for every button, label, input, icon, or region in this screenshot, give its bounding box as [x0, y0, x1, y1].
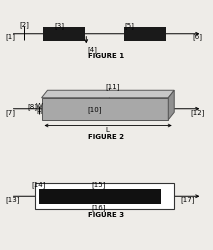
Text: FIGURE 2: FIGURE 2	[88, 134, 125, 140]
Bar	[43, 27, 85, 40]
Polygon shape	[168, 90, 174, 120]
Bar	[124, 27, 166, 40]
Text: [8]: [8]	[28, 103, 38, 110]
Text: H: H	[36, 108, 42, 114]
Text: [3]: [3]	[54, 22, 64, 29]
Text: [13]: [13]	[5, 196, 20, 202]
Text: [17]: [17]	[180, 196, 194, 202]
Text: [14]: [14]	[31, 181, 45, 188]
Text: [15]: [15]	[92, 181, 106, 188]
Bar	[39, 189, 161, 204]
Text: [5]: [5]	[125, 22, 134, 29]
Text: [2]: [2]	[19, 21, 29, 28]
Text: W: W	[36, 104, 43, 110]
Bar	[35, 183, 174, 210]
Text: [11]: [11]	[106, 83, 120, 90]
Text: [1]: [1]	[5, 33, 15, 40]
Text: L: L	[106, 126, 109, 132]
Polygon shape	[42, 90, 174, 98]
Text: [10]: [10]	[88, 106, 102, 112]
Text: [7]: [7]	[5, 110, 15, 116]
Text: [6]: [6]	[193, 33, 203, 40]
Bar	[42, 98, 168, 120]
Text: [4]: [4]	[87, 46, 97, 54]
Text: FIGURE 3: FIGURE 3	[88, 212, 125, 218]
Text: [16]: [16]	[92, 204, 106, 212]
Text: [12]: [12]	[191, 110, 205, 116]
Text: FIGURE 1: FIGURE 1	[88, 52, 125, 59]
